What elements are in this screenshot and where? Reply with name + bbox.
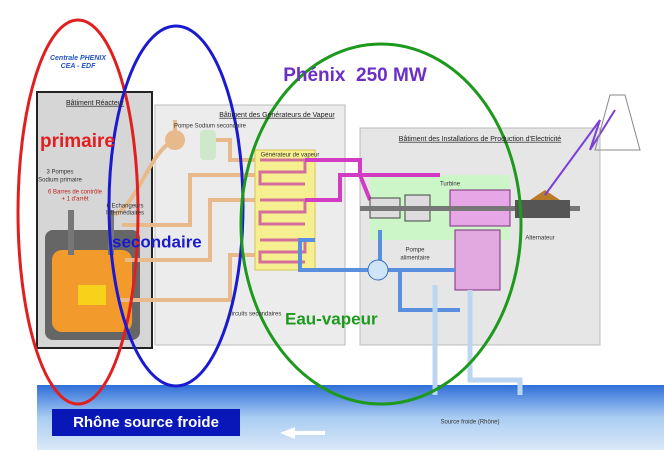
core — [78, 285, 106, 305]
expansion-tank — [200, 130, 216, 160]
pump-shaft — [68, 210, 74, 255]
alternator — [515, 200, 570, 218]
primary-label: primaire — [40, 131, 115, 152]
exchangers-label: 6 Echangeurs — [106, 204, 143, 210]
feed-pump — [368, 260, 388, 280]
condenser — [455, 230, 500, 290]
title: Phénix 250 MW — [283, 65, 427, 86]
feed-pump-label: Pompe — [405, 248, 425, 254]
cold-source-title: Rhône source froide — [73, 414, 219, 431]
steam-building-label: Bâtiment des Générateurs de Vapeur — [219, 112, 335, 119]
secondary-circuits-label: circuits secondaires — [229, 312, 282, 318]
feed-pump-label-2: alimentaire — [400, 256, 430, 262]
exchangers-label-2: Intermédiaires — [106, 211, 144, 217]
reactor-building-label: Bâtiment Réacteur — [66, 100, 125, 107]
secondary-label: secondaire — [112, 232, 202, 251]
rods-label-2: + 1 d'arrêt — [62, 197, 89, 203]
sodium-pump-label: Pompe Sodium secondaire — [174, 124, 247, 130]
page: Centrale PHENIX CEA - EDF Phénix 250 MW … — [0, 0, 664, 452]
rods-label: 6 Barres de contrôle — [48, 190, 103, 196]
pumps-label-2: Sodium primaire — [38, 178, 82, 184]
turbine-label: Turbine — [440, 182, 461, 188]
power-building-label: Bâtiment des Installations de Production… — [399, 136, 562, 143]
steam-generator-label: Générateur de vapeur — [261, 153, 320, 159]
alternator-label: Alternateur — [525, 236, 554, 242]
cold-source-label: Source froide (Rhône) — [440, 420, 499, 426]
sodium-pump — [165, 130, 185, 150]
diagram: Centrale PHENIX CEA - EDF Phénix 250 MW … — [0, 0, 664, 452]
pumps-label: 3 Pompes — [46, 170, 73, 176]
water-steam-label: Eau-vapeur — [285, 309, 378, 328]
plant-name: Centrale PHENIX — [50, 55, 107, 62]
operator: CEA - EDF — [61, 63, 96, 70]
